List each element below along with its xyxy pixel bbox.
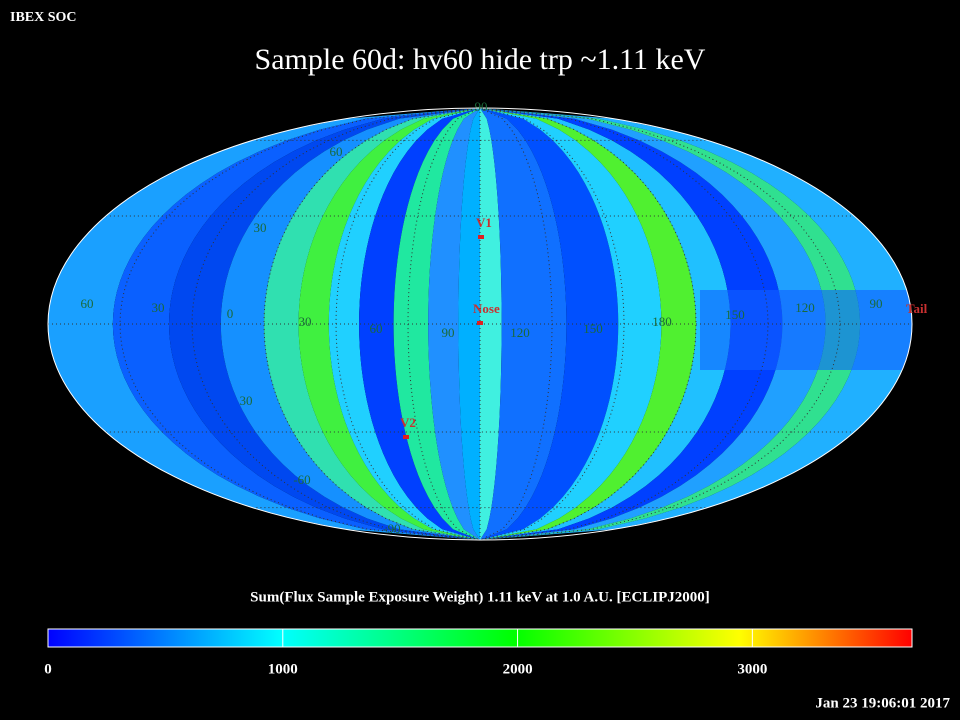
map-band [480,108,567,540]
map-band [480,108,502,540]
meridian [479,107,697,541]
meridian [263,107,481,541]
map-labels: 90 60 30 30 -60 -90 60 30 0 30 60 90 120 150 180 150 120… [81,99,928,536]
longitude-label: 180 [652,314,672,329]
latitude-label: 30 [240,393,253,408]
longitude-label: 60 [81,296,94,311]
longitude-label: 150 [725,307,745,322]
longitude-label: 120 [510,325,530,340]
app-label: IBEX SOC [10,10,77,25]
meridian [479,107,769,541]
marker [403,435,409,439]
latitude-label: 90 [475,99,488,114]
map-outline [47,107,913,541]
map-band [393,108,480,540]
latitude-label: 30 [254,220,267,235]
map-band [480,108,619,540]
longitude-label: 150 [583,321,603,336]
longitude-label: 30 [299,314,312,329]
colorbar-tick-label: 0 [44,661,52,677]
marker-label: Tail [906,301,928,316]
meridian [191,107,481,541]
map-band [48,108,480,540]
map-band [112,108,481,540]
map-band [220,108,481,540]
longitude-label: 90 [442,325,455,340]
marker-label: Nose [473,301,500,316]
latitude-label: 60 [330,144,343,159]
longitude-label: 30 [152,300,165,315]
longitude-label: 60 [370,321,383,336]
colorbar-tick-label: 1000 [268,661,298,677]
colorbar-ticks: 0 1000 2000 3000 [44,629,767,677]
latitude-label: -90 [383,521,400,536]
colorbar-title: Sum(Flux Sample Exposure Weight) 1.11 ke… [250,589,710,605]
marker [477,321,483,325]
map-band [359,108,480,540]
marker [478,235,484,239]
map-band [298,108,480,540]
map-band [480,108,662,540]
colorbar [47,628,913,648]
longitude-label: 120 [795,300,815,315]
map-band [428,108,480,540]
colorbar-tick-label: 3000 [737,661,767,677]
marker-label: V1 [476,215,492,230]
colorbar-tick-label: 2000 [503,661,533,677]
marker-label: V2 [400,415,416,430]
longitude-label: 90 [870,296,883,311]
timestamp: Jan 23 19:06:01 2017 [815,695,950,711]
latitude-label: -60 [293,472,310,487]
title: Sample 60d: hv60 hide trp ~1.11 keV [255,43,706,76]
map-patch [700,290,912,370]
map-band [480,108,731,540]
longitude-label: 0 [227,306,234,321]
